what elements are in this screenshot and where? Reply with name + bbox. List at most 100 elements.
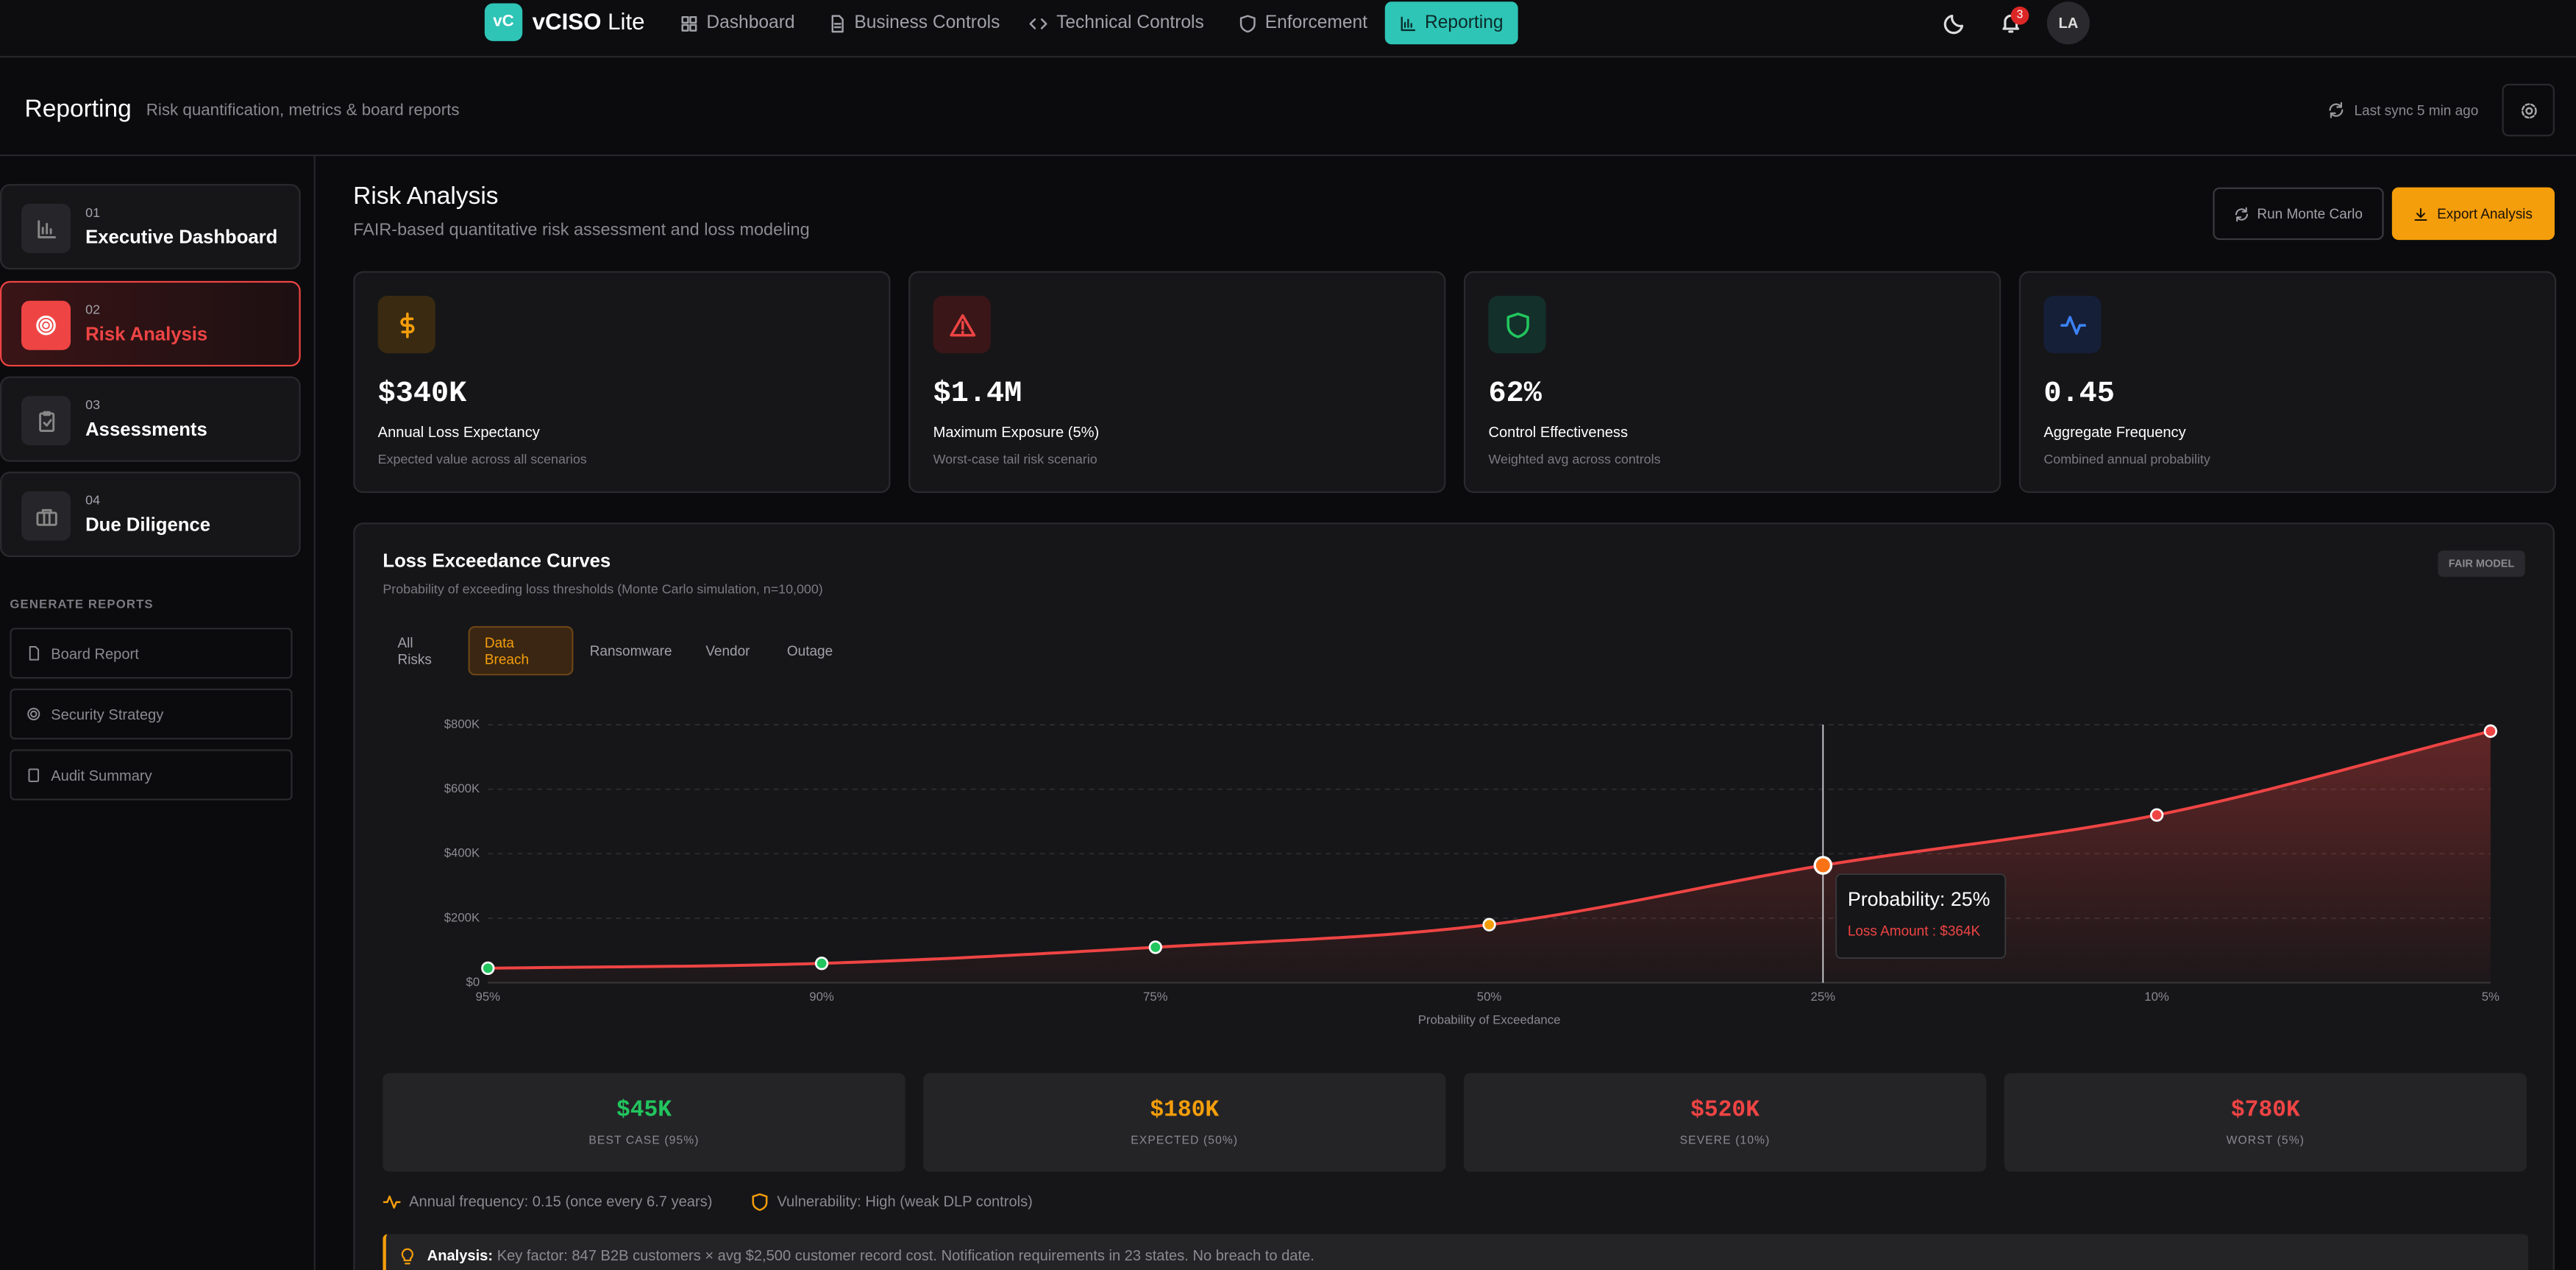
icon bbox=[1506, 311, 1529, 338]
x-tick-label: 25% bbox=[1811, 990, 1836, 1004]
nav-item[interactable]: Dashboard bbox=[666, 1, 810, 44]
item-label: Executive Dashboard bbox=[85, 228, 278, 249]
kpi-card: 62% Control Effectiveness Weighted avg acr… bbox=[1463, 271, 2002, 494]
analysis: Analysis: Key factor: 847 B2B customers … bbox=[427, 1247, 1314, 1263]
x-tick-label: 95% bbox=[476, 990, 501, 1004]
x-tick-label: 5% bbox=[2482, 990, 2499, 1004]
y-tick-label: $0 bbox=[466, 975, 480, 989]
y-tick-label: $800K bbox=[444, 717, 480, 731]
info-vulnerability: Vulnerability: High (weak DLP controls) bbox=[777, 1193, 1033, 1210]
chart-title: Loss Exceedance Curves bbox=[383, 552, 611, 572]
avatar[interactable]: LA bbox=[2046, 1, 2090, 45]
sync-status: Last sync 5 min ago bbox=[2354, 102, 2479, 118]
item-number: 01 bbox=[85, 205, 101, 221]
report-label: Audit Summary bbox=[51, 766, 152, 784]
report-button[interactable]: Board Report bbox=[10, 628, 293, 679]
area bbox=[488, 731, 2491, 983]
sidebar bbox=[0, 156, 316, 1270]
nav-item-active[interactable]: Reporting bbox=[1384, 1, 1518, 45]
report-button[interactable]: Audit Summary bbox=[10, 749, 293, 801]
scenario-label: WORST (5%) bbox=[2226, 1135, 2305, 1147]
header-subtitle: Risk quantification, metrics & board rep… bbox=[146, 102, 460, 121]
icon bbox=[2060, 315, 2085, 335]
analysis-text: Key factor: 847 B2B customers × avg $2,5… bbox=[497, 1247, 1314, 1264]
icon-box bbox=[21, 203, 71, 253]
tooltip bbox=[1835, 873, 2007, 959]
top-nav bbox=[0, 0, 2576, 58]
tab[interactable]: Outage bbox=[786, 642, 833, 659]
export-button[interactable]: Export Analysis bbox=[2391, 187, 2555, 241]
point bbox=[2483, 724, 2497, 738]
sidebar-item[interactable]: 04 Due Diligence bbox=[0, 471, 301, 558]
theme-toggle[interactable] bbox=[1943, 12, 1966, 35]
y-tick-label: $400K bbox=[444, 846, 480, 860]
x-tick-label: 75% bbox=[1143, 990, 1168, 1004]
item-label: Risk Analysis bbox=[85, 325, 208, 346]
scenario-value: $45K bbox=[616, 1097, 672, 1124]
point bbox=[814, 957, 829, 971]
item-label: Due Diligence bbox=[85, 516, 211, 536]
nav-label: Business Controls bbox=[854, 13, 1000, 33]
nav-item[interactable]: Technical Controls bbox=[1014, 1, 1219, 44]
icon bbox=[28, 768, 40, 782]
kpi-value: $1.4M bbox=[933, 377, 1022, 411]
kpi-note: Combined annual probability bbox=[2043, 452, 2210, 467]
icon bbox=[949, 313, 975, 336]
model-badge: FAIR MODEL bbox=[2438, 550, 2525, 577]
nav-label: Enforcement bbox=[1264, 13, 1368, 33]
scenario-label: EXPECTED (50%) bbox=[1131, 1135, 1239, 1147]
scenario-card: $180K EXPECTED (50%) bbox=[923, 1073, 1446, 1172]
kpi-card: 0.45 Aggregate Frequency Combined annual p… bbox=[2018, 271, 2557, 494]
scenario-value: $180K bbox=[1150, 1097, 1220, 1124]
kpi-value: 0.45 bbox=[2043, 377, 2115, 411]
scenario-value: $520K bbox=[1690, 1097, 1760, 1124]
nav-label: Technical Controls bbox=[1056, 13, 1204, 33]
run-button[interactable]: Run Monte Carlo bbox=[2213, 187, 2384, 241]
page-subtitle: FAIR-based quantitative risk assessment … bbox=[353, 220, 810, 241]
button-label: Export Analysis bbox=[2437, 205, 2533, 222]
kpi-card: $1.4M Maximum Exposure (5%) Worst-case tai… bbox=[908, 271, 1446, 494]
scenario-label: SEVERE (10%) bbox=[1679, 1135, 1771, 1147]
icon bbox=[37, 219, 55, 238]
tab[interactable]: Vendor bbox=[705, 642, 750, 659]
analysis-box bbox=[383, 1234, 2529, 1270]
brand-name: vCISO bbox=[532, 8, 602, 35]
icon bbox=[1029, 17, 1047, 29]
report-button[interactable]: Security Strategy bbox=[10, 688, 293, 740]
y-tick-label: $600K bbox=[444, 781, 480, 795]
kpi-value: $340K bbox=[377, 377, 467, 411]
chart-subtitle: Probability of exceeding loss thresholds… bbox=[383, 581, 823, 597]
icon-box bbox=[933, 296, 991, 354]
nav-item[interactable]: Enforcement bbox=[1224, 1, 1382, 44]
analysis-label: Analysis: bbox=[427, 1247, 494, 1264]
icon bbox=[29, 645, 40, 661]
settings-button[interactable] bbox=[2502, 83, 2555, 137]
tab[interactable]: All Risks bbox=[397, 634, 432, 667]
kpi-label: Maximum Exposure (5%) bbox=[933, 424, 1100, 441]
button-label: Run Monte Carlo bbox=[2257, 205, 2363, 222]
kpi-value: 62% bbox=[1488, 377, 1542, 411]
icon bbox=[2235, 206, 2248, 221]
point bbox=[1813, 856, 1833, 875]
nav-item[interactable]: Business Controls bbox=[814, 1, 1015, 44]
icon bbox=[38, 410, 54, 431]
tooltip-title: Probability: 25% bbox=[1848, 888, 1990, 910]
logo[interactable]: vC bbox=[484, 3, 523, 41]
icon bbox=[1401, 15, 1416, 31]
x-tick-label: 10% bbox=[2144, 990, 2169, 1004]
item-number: 03 bbox=[85, 397, 101, 413]
icon bbox=[1239, 14, 1256, 32]
icon-box bbox=[377, 296, 435, 354]
sidebar-item[interactable]: 01 Executive Dashboard bbox=[0, 184, 301, 270]
kpi-card: $340K Annual Loss Expectancy Expected valu… bbox=[353, 271, 891, 494]
kpi-label: Aggregate Frequency bbox=[2043, 424, 2186, 441]
frequency-icon bbox=[383, 1195, 401, 1209]
tab-active[interactable]: Data Breach bbox=[468, 625, 574, 675]
sidebar-item-active[interactable]: 02 Risk Analysis bbox=[0, 280, 301, 367]
tab[interactable]: Ransomware bbox=[589, 642, 672, 659]
info-frequency: Annual frequency: 0.15 (once every 6.7 y… bbox=[409, 1193, 713, 1210]
brand: vCISO Lite bbox=[533, 8, 645, 35]
sidebar-item[interactable]: 03 Assessments bbox=[0, 376, 301, 462]
